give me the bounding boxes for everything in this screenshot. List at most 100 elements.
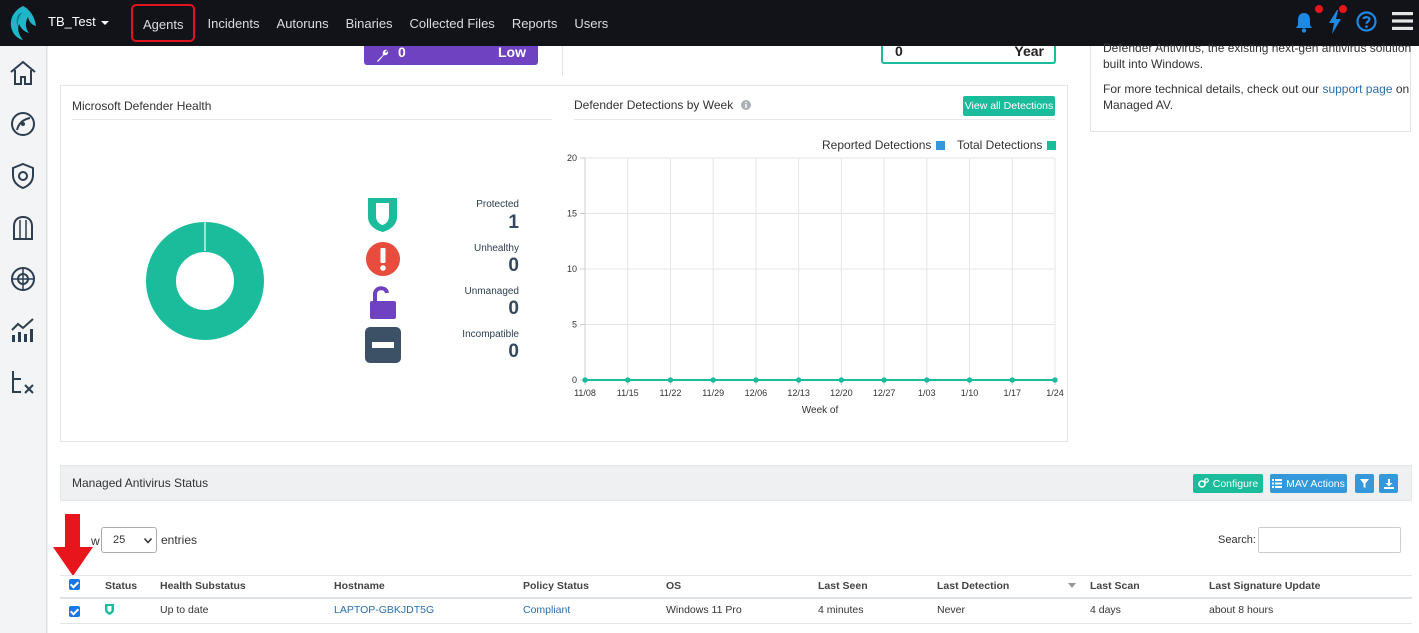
question-circle-icon[interactable] — [1356, 11, 1377, 32]
legend-reported[interactable]: Reported Detections — [822, 138, 946, 152]
stat-unmanaged-value[interactable]: 0 — [508, 298, 519, 319]
data-point-total[interactable] — [667, 377, 674, 383]
policy-status-link[interactable]: Compliant — [523, 604, 571, 616]
info-icon[interactable] — [740, 100, 751, 110]
x-tick-label: 1/17 — [1004, 388, 1022, 398]
bell-icon[interactable] — [1294, 11, 1314, 33]
nav-incidents[interactable]: Incidents — [207, 15, 260, 31]
logo-icon[interactable] — [7, 4, 39, 42]
filter-icon — [1360, 479, 1369, 488]
data-point-total[interactable] — [625, 377, 631, 383]
view-all-detections-button[interactable]: View all Detections — [963, 96, 1055, 116]
row-checkbox[interactable] — [69, 606, 80, 617]
download-button[interactable] — [1379, 474, 1398, 493]
support-page-link[interactable]: support page — [1322, 82, 1393, 96]
cell-last-signature-update: about 8 hours — [1209, 604, 1274, 616]
cogs-icon — [1197, 478, 1209, 488]
red-arrow-annotation — [53, 514, 93, 576]
target-globe-icon[interactable] — [9, 265, 37, 293]
analytics-chart-icon[interactable] — [9, 316, 37, 344]
info-line-4: Managed AV. — [1103, 98, 1174, 112]
minus-square-icon — [365, 327, 401, 363]
data-point-total[interactable] — [1052, 377, 1058, 383]
col-policy-status[interactable]: Policy Status — [523, 580, 589, 592]
birdcage-icon[interactable] — [9, 214, 37, 242]
y-tick-label: 20 — [567, 153, 577, 163]
nav-reports[interactable]: Reports — [511, 15, 558, 31]
health-donut-chart — [146, 221, 264, 340]
col-health-substatus[interactable]: Health Substatus — [160, 580, 246, 592]
col-status[interactable]: Status — [105, 580, 138, 592]
select-all-checkbox[interactable] — [69, 579, 80, 590]
bolt-icon[interactable] — [1328, 10, 1342, 34]
data-point-total[interactable] — [753, 377, 759, 383]
nav-agents[interactable]: Agents — [131, 4, 196, 42]
x-tick-label: 11/22 — [660, 388, 682, 398]
health-title: Microsoft Defender Health — [72, 99, 212, 113]
col-os[interactable]: OS — [666, 580, 682, 592]
hamburger-menu-icon[interactable] — [1392, 12, 1413, 30]
stat-unhealthy-label: Unhealthy — [473, 243, 519, 254]
data-point-total[interactable] — [710, 377, 716, 383]
radar-icon[interactable] — [9, 110, 37, 138]
wrench-icon — [377, 49, 389, 62]
col-last-seen[interactable]: Last Seen — [818, 580, 868, 592]
low-severity-tile[interactable]: 0 Low — [364, 44, 538, 65]
search-label: Search: — [1218, 534, 1256, 546]
stat-unhealthy-value[interactable]: 0 — [508, 255, 519, 276]
hostname-link[interactable]: LAPTOP-GBKJDT5G — [334, 604, 435, 616]
col-last-detection[interactable]: Last Detection — [937, 580, 1010, 592]
stat-incompatible-value[interactable]: 0 — [508, 341, 519, 362]
cell-os: Windows 11 Pro — [666, 604, 742, 616]
show-label: w — [91, 534, 100, 548]
y-tick-label: 10 — [567, 264, 577, 274]
nav-users[interactable]: Users — [574, 15, 609, 31]
detections-title-wrap: Defender Detections by Week — [574, 98, 751, 112]
x-tick-label: 11/15 — [617, 388, 639, 398]
tenant-dropdown[interactable]: TB_Test — [48, 14, 109, 29]
shield-gear-icon[interactable] — [9, 162, 37, 190]
info-text-suffix: on — [1392, 82, 1410, 96]
data-point-total[interactable] — [838, 377, 844, 383]
legend-total[interactable]: Total Detections — [957, 138, 1057, 152]
data-point-total[interactable] — [1009, 377, 1015, 383]
sidebar — [0, 46, 47, 633]
mav-actions-label: MAV Actions — [1286, 477, 1345, 490]
col-last-signature-update[interactable]: Last Signature Update — [1209, 580, 1321, 592]
configure-label: Configure — [1212, 477, 1259, 490]
x-axis-label: Week of — [802, 405, 839, 416]
data-point-total[interactable] — [924, 377, 930, 383]
data-point-total[interactable] — [966, 377, 973, 383]
col-hostname[interactable]: Hostname — [334, 580, 385, 592]
col-last-scan[interactable]: Last Scan — [1090, 580, 1140, 592]
stat-protected-label: Protected — [476, 199, 519, 210]
page-length-select[interactable]: 25 — [101, 527, 157, 553]
y-tick-label: 15 — [567, 209, 577, 219]
detections-title-divider — [574, 119, 1055, 120]
tree-remove-icon[interactable] — [9, 368, 37, 396]
x-tick-label: 11/29 — [702, 388, 724, 398]
data-point-total[interactable] — [796, 377, 802, 383]
data-point-total[interactable] — [881, 377, 887, 383]
mav-actions-button[interactable]: MAV Actions — [1270, 474, 1347, 493]
nav-autoruns[interactable]: Autoruns — [276, 15, 329, 31]
nav-collected-files[interactable]: Collected Files — [409, 15, 495, 31]
low-tile-label: Low — [498, 44, 526, 60]
filter-button[interactable] — [1355, 474, 1374, 493]
nav-binaries[interactable]: Binaries — [345, 15, 393, 31]
main-nav: Agents Incidents Autoruns Binaries Colle… — [131, 0, 625, 46]
info-paragraph-2: For more technical details, check out ou… — [1103, 81, 1409, 97]
x-tick-label: 11/08 — [574, 388, 596, 398]
sort-desc-icon[interactable] — [1068, 583, 1076, 588]
x-tick-label: 1/03 — [918, 388, 936, 398]
caret-down-icon — [100, 20, 109, 25]
stat-protected-value[interactable]: 1 — [508, 212, 519, 233]
x-tick-label: 1/10 — [961, 388, 979, 398]
unlock-icon — [370, 286, 396, 319]
year-tile[interactable]: 0 Year — [881, 43, 1056, 64]
home-icon[interactable] — [9, 59, 37, 87]
configure-button[interactable]: Configure — [1193, 474, 1263, 493]
search-input[interactable] — [1258, 527, 1401, 553]
low-tile-value: 0 — [398, 44, 406, 60]
data-point-total[interactable] — [582, 377, 588, 383]
